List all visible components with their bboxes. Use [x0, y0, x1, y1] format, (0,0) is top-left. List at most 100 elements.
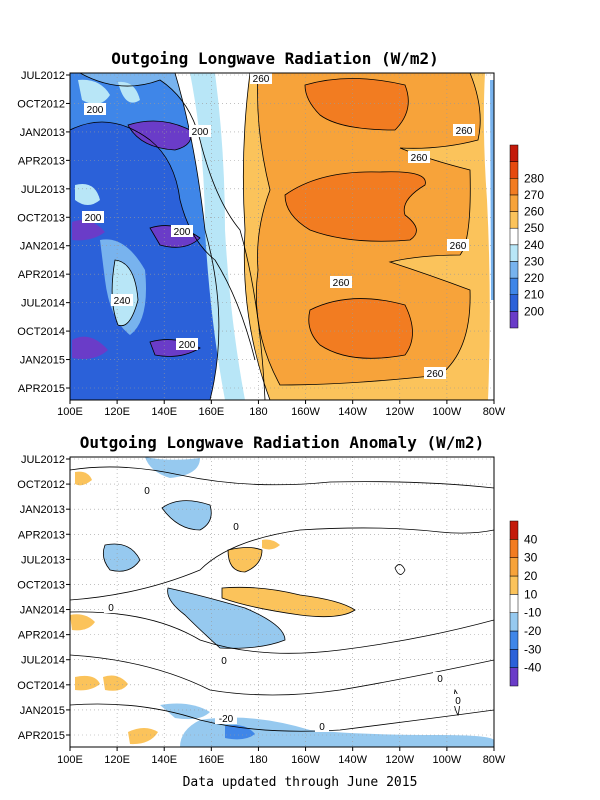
y-tick-label: JAN2014: [20, 605, 65, 617]
plot-frame-top: [69, 72, 495, 401]
colorbar-label: 30: [524, 551, 538, 565]
grid-lines-top: [70, 73, 494, 400]
y-tick-label: APR2015: [18, 730, 65, 742]
y-tick-label: JUL2014: [21, 298, 65, 310]
anom-region-neg: [167, 588, 285, 649]
colorbar-swatch: [509, 667, 519, 687]
contour-label: 200: [87, 105, 104, 116]
colorbar-swatch: [509, 557, 519, 577]
colorbar-swatch: [509, 194, 519, 212]
colorbar-label: 280: [524, 171, 544, 185]
colorbar-swatch: [509, 178, 519, 196]
contour-label: 0: [437, 674, 443, 685]
y-tick-label: APR2015: [18, 383, 65, 395]
y-tick-label: JUL2012: [21, 454, 65, 466]
colorbar-swatch: [509, 227, 519, 246]
anom-region-pos: [75, 471, 92, 486]
x-tick-label: 100W: [433, 754, 462, 766]
colorbar-swatch: [509, 520, 519, 540]
y-tick-label: JUL2013: [21, 184, 65, 196]
colorbar-swatch: [509, 612, 519, 632]
anom-region-neg: [162, 500, 212, 530]
anom-region-pos: [228, 547, 262, 572]
colorbar-label: 210: [524, 288, 544, 302]
x-tick-label: 120E: [104, 406, 130, 418]
y-tick-label: OCT2013: [17, 579, 65, 591]
colorbar-label: 10: [524, 587, 538, 601]
anom-region-pos: [128, 728, 158, 745]
colorbar-swatch: [509, 649, 519, 668]
x-tick-label: 160W: [291, 406, 320, 418]
olr-region-200: [70, 122, 255, 400]
colorbar-swatch: [509, 211, 519, 229]
colorbar-label: 260: [524, 205, 544, 219]
anom-region-pos: [103, 675, 128, 691]
contour-label: 260: [456, 126, 473, 137]
olr-region-240: [112, 260, 138, 326]
colorbar-label: 240: [524, 238, 544, 252]
contour-label: 200: [85, 213, 102, 224]
y-tick-label: JUL2013: [21, 554, 65, 566]
contour-label: 0: [319, 722, 325, 733]
y-tick-label: OCT2013: [17, 212, 65, 224]
colorbar-swatch: [509, 594, 519, 613]
colorbar-swatch: [509, 261, 519, 279]
y-tick-label: JAN2013: [20, 504, 65, 516]
plot-frame-bottom: [69, 456, 495, 748]
contour-label: -20: [219, 714, 234, 725]
axes-bottom: 100E 120E 140E 160E 180 160W 140W 120W 100W 80W JU…: [17, 454, 506, 766]
x-tick-label: 100E: [57, 406, 83, 418]
x-tick-label: 100W: [433, 406, 462, 418]
colorbar-swatch: [509, 144, 519, 162]
colorbar-label: 230: [524, 254, 544, 268]
olr-region-low: [72, 336, 108, 359]
chart-title-anomaly: Outgoing Longwave Radiation Anomaly (W/m…: [80, 433, 485, 452]
contour-label: 200: [179, 340, 196, 351]
colorbar-label: -10: [524, 606, 542, 620]
olr-region-240: [118, 81, 140, 103]
x-tick-label: 100E: [57, 754, 83, 766]
y-tick-label: JAN2015: [20, 355, 65, 367]
colorbar-label: 200: [524, 304, 544, 318]
contour-label: 0: [233, 522, 239, 533]
colorbar-label: -30: [524, 642, 542, 656]
colorbar-olr: 200 210 220 230 240 250 260 270 280: [509, 144, 544, 329]
x-tick-label: 140E: [151, 406, 177, 418]
chart-title-olr: Outgoing Longwave Radiation (W/m2): [111, 49, 439, 68]
contour-label: 0: [108, 603, 114, 614]
contour-label: 260: [427, 369, 444, 380]
y-tick-label: OCT2014: [17, 326, 65, 338]
y-tick-label: OCT2014: [17, 680, 65, 692]
olr-region-240: [490, 80, 494, 300]
anom-region-pos: [222, 587, 355, 617]
x-tick-label: 180: [249, 754, 267, 766]
y-tick-label: APR2014: [18, 269, 65, 281]
contours-top: [70, 73, 481, 400]
x-tick-label: 80W: [483, 754, 506, 766]
x-tick-label: 140W: [338, 406, 367, 418]
colorbar-swatch: [509, 161, 519, 179]
colorbar-label: 20: [524, 569, 538, 583]
contour-label: 260: [333, 278, 350, 289]
y-tick-label: JUL2012: [21, 70, 65, 82]
contour-label: 240: [114, 296, 131, 307]
anom-region-pos: [262, 539, 280, 550]
colorbar-swatch: [509, 294, 519, 312]
contour-label: 0: [144, 486, 150, 497]
olr-region-280: [285, 171, 426, 242]
contour-labels-top: 200 200 200 200 200 240 260 260 260 260 …: [82, 72, 475, 380]
anom-region-pos: [70, 614, 95, 631]
olr-region-280: [308, 298, 413, 359]
olr-region-low: [128, 121, 191, 150]
y-tick-label: APR2013: [18, 155, 65, 167]
contour-label: 260: [253, 74, 270, 85]
anom-region-neg: [103, 544, 140, 572]
y-tick-label: OCT2012: [17, 479, 65, 491]
colorbar-swatch: [509, 277, 519, 295]
anom-region-neg: [180, 717, 494, 747]
x-tick-label: 160E: [198, 754, 224, 766]
contour-label: 200: [192, 127, 209, 138]
x-tick-label: 80W: [483, 406, 506, 418]
anomaly-field: [70, 457, 494, 747]
axes-top: 100E 120E 140E 160E 180 160W 140W 120W 100W 80W JU…: [17, 70, 506, 418]
